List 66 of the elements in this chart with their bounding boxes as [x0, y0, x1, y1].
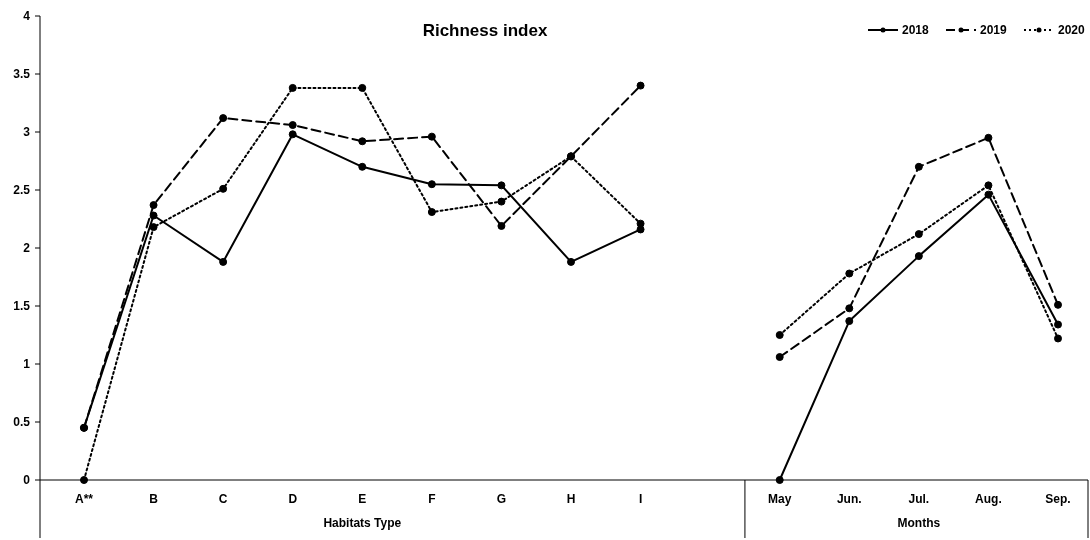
point — [636, 81, 645, 90]
point — [497, 181, 506, 190]
point — [567, 257, 575, 266]
y-tick-label: 3 — [23, 125, 31, 140]
y-tick-label: 1.5 — [13, 299, 31, 314]
x-tick-label: I — [638, 492, 643, 506]
point — [288, 83, 297, 92]
legend-label: 2019 — [980, 23, 1008, 38]
point — [497, 197, 506, 206]
point — [984, 133, 993, 142]
point — [1054, 300, 1062, 309]
x-tick-label: E — [358, 492, 367, 506]
x-tick-label: May — [768, 492, 792, 506]
point — [775, 476, 784, 484]
x-tick-label: B — [149, 492, 159, 506]
point — [984, 181, 993, 190]
x-tick-label: A** — [74, 492, 94, 506]
point — [845, 269, 854, 278]
x-tick-label: Jul. — [908, 492, 930, 506]
x-tick-label: G — [496, 492, 507, 506]
x-tick-label: D — [288, 492, 298, 506]
point — [219, 184, 228, 193]
point — [149, 223, 158, 232]
point — [149, 201, 158, 210]
point — [288, 121, 297, 130]
point — [358, 162, 367, 171]
legend-label: 2018 — [902, 23, 930, 38]
text: Habitats Type — [323, 516, 402, 530]
point — [80, 476, 88, 484]
point — [358, 83, 367, 92]
point — [358, 137, 367, 146]
point — [845, 317, 854, 326]
chart-title: Richness index — [422, 21, 548, 40]
point — [497, 221, 506, 230]
point — [219, 114, 228, 123]
y-tick-label: 1 — [23, 357, 31, 372]
point — [1054, 320, 1062, 329]
point — [288, 130, 297, 139]
point — [219, 257, 228, 266]
y-tick-label: 0 — [23, 473, 31, 488]
y-tick-label: 4 — [23, 9, 31, 24]
point — [1054, 334, 1062, 343]
point — [914, 162, 923, 171]
point — [914, 252, 923, 261]
text: Months — [897, 516, 941, 530]
x-tick-label: F — [428, 492, 436, 506]
point — [427, 180, 436, 189]
x-tick-label: H — [566, 492, 576, 506]
point — [775, 353, 784, 362]
x-tick-label: Jun. — [836, 492, 862, 506]
point — [427, 208, 436, 217]
point — [149, 211, 158, 220]
x-tick-label: Aug. — [975, 492, 1002, 506]
point — [775, 331, 784, 339]
y-tick-label: 2.5 — [13, 183, 31, 198]
y-tick-label: 3.5 — [13, 67, 31, 82]
point — [914, 230, 923, 239]
y-tick-label: 0.5 — [13, 415, 31, 430]
x-tick-label: Sep. — [1045, 492, 1071, 506]
point — [427, 132, 436, 141]
legend-label: 2020 — [1058, 23, 1086, 38]
point — [845, 304, 854, 313]
point — [984, 190, 993, 199]
y-tick-label: 2 — [23, 241, 31, 256]
x-tick-label: C — [218, 492, 228, 506]
point — [636, 219, 645, 228]
